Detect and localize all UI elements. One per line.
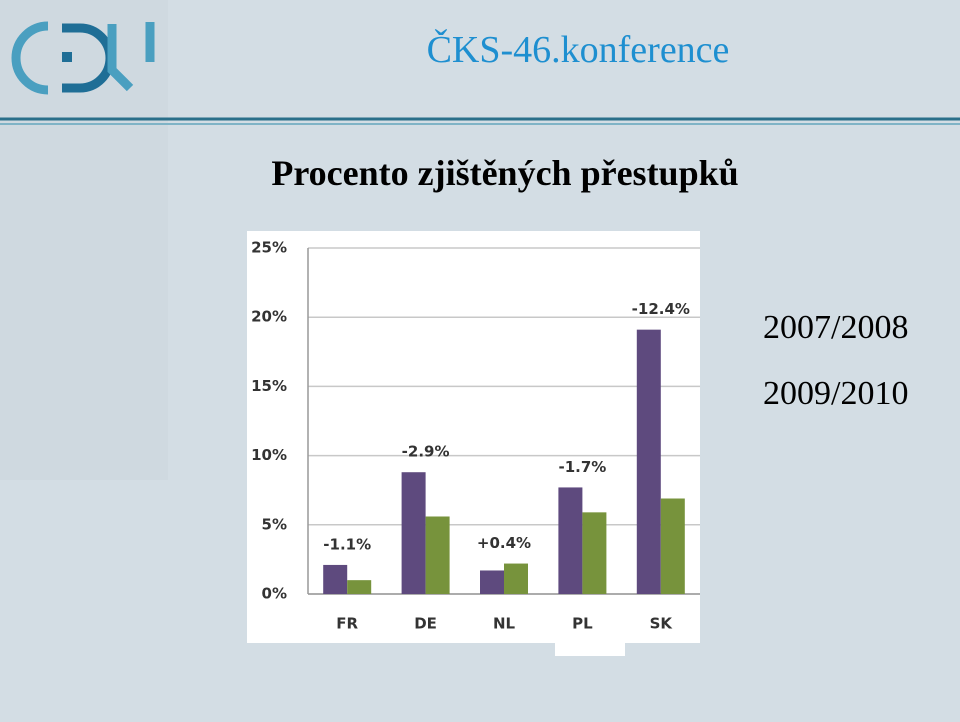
bar bbox=[323, 564, 348, 594]
annotation: -1.1% bbox=[323, 535, 371, 553]
x-tick-label: PL bbox=[572, 615, 593, 633]
side-panel bbox=[0, 0, 168, 480]
legend-label: 2009/2010 bbox=[763, 375, 908, 412]
logo bbox=[11, 21, 155, 95]
header: ČKS-46.konference bbox=[427, 29, 730, 71]
y-tick-label: 15% bbox=[251, 377, 287, 395]
annotation: -1.7% bbox=[558, 458, 606, 476]
y-tick-label: 5% bbox=[262, 515, 287, 533]
y-tick-label: 25% bbox=[251, 239, 287, 257]
bar bbox=[480, 570, 504, 594]
bar bbox=[347, 580, 372, 594]
y-tick-label: 0% bbox=[262, 585, 287, 603]
x-tick-label: SK bbox=[650, 615, 674, 633]
x-tick-label: FR bbox=[336, 615, 358, 633]
x-tick-label: DE bbox=[414, 615, 437, 633]
bar bbox=[660, 498, 685, 594]
x-tick-label: NL bbox=[493, 615, 516, 633]
chart-title: Procento zjištěných přestupků bbox=[271, 153, 738, 193]
bar bbox=[504, 563, 528, 594]
annotation: +0.4% bbox=[477, 534, 531, 552]
y-tick-label: 10% bbox=[251, 446, 287, 464]
bar bbox=[401, 472, 426, 594]
chart-area bbox=[555, 600, 625, 656]
bar bbox=[582, 512, 607, 594]
bar bbox=[558, 487, 583, 594]
y-tick-label: 20% bbox=[251, 308, 287, 326]
legend-label: 2007/2008 bbox=[763, 309, 908, 346]
annotation: -12.4% bbox=[632, 300, 690, 318]
bar bbox=[425, 516, 450, 594]
chart-area bbox=[247, 231, 700, 643]
bar bbox=[636, 329, 661, 594]
annotation: -2.9% bbox=[402, 443, 450, 461]
